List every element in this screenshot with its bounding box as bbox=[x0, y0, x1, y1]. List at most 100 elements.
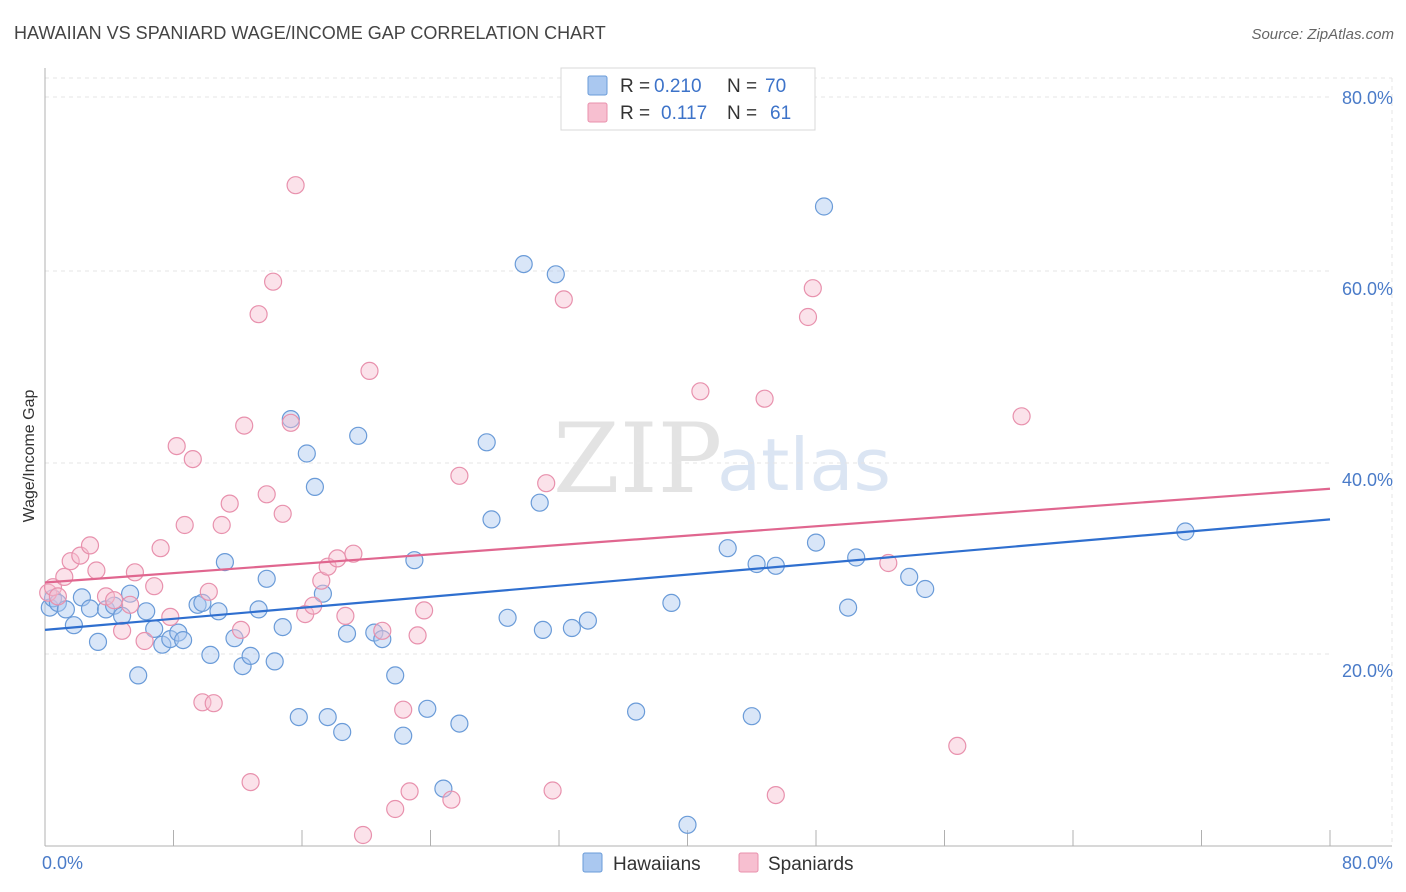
point-hawaiians bbox=[349, 426, 368, 445]
legend-bottom: Hawaiians Spaniards bbox=[582, 852, 854, 875]
legend-n-value-hawaiians: 70 bbox=[765, 76, 786, 97]
axes bbox=[44, 68, 1392, 847]
point-hawaiians bbox=[318, 707, 337, 727]
point-spaniards bbox=[803, 279, 822, 298]
watermark-atlas: atlas bbox=[717, 423, 891, 507]
chart-title: HAWAIIAN VS SPANIARD WAGE/INCOME GAP COR… bbox=[14, 23, 606, 43]
series-hawaiians bbox=[40, 197, 1195, 834]
point-spaniards bbox=[125, 563, 144, 582]
point-spaniards bbox=[373, 621, 392, 640]
y-tick-label-40: 40.0% bbox=[1342, 470, 1393, 490]
point-spaniards bbox=[145, 577, 164, 596]
point-spaniards bbox=[80, 536, 100, 555]
point-spaniards bbox=[336, 606, 355, 626]
point-hawaiians bbox=[626, 702, 646, 721]
point-spaniards bbox=[328, 549, 347, 568]
point-spaniards bbox=[87, 561, 106, 580]
point-spaniards bbox=[241, 772, 260, 792]
series-spaniards bbox=[39, 176, 1031, 845]
y-tick-labels: 80.0% 60.0% 40.0% 20.0% bbox=[1342, 88, 1393, 681]
x-tick-label-max: 80.0% bbox=[1342, 853, 1393, 873]
point-spaniards bbox=[400, 782, 419, 801]
point-hawaiians bbox=[129, 666, 148, 685]
point-hawaiians bbox=[80, 599, 100, 618]
point-spaniards bbox=[167, 437, 186, 456]
legend-bottom-label-hawaiians: Hawaiians bbox=[613, 854, 701, 875]
trend-line-spaniards bbox=[44, 487, 1331, 584]
point-spaniards bbox=[121, 595, 140, 614]
legend-n-label-hawaiians: N = bbox=[727, 76, 757, 97]
point-spaniards bbox=[161, 607, 180, 627]
watermark-zip: ZIP bbox=[553, 403, 722, 515]
point-spaniards bbox=[55, 567, 74, 587]
source-label: Source: ZipAtlas.com bbox=[1251, 26, 1394, 43]
point-spaniards bbox=[212, 515, 231, 535]
point-hawaiians bbox=[273, 617, 292, 637]
legend-bottom-swatch-hawaiians bbox=[582, 852, 603, 873]
point-hawaiians bbox=[806, 533, 826, 552]
point-hawaiians bbox=[201, 645, 220, 665]
point-spaniards bbox=[1012, 407, 1031, 426]
point-spaniards bbox=[231, 620, 251, 640]
point-hawaiians bbox=[562, 618, 582, 638]
point-spaniards bbox=[61, 552, 80, 571]
point-spaniards bbox=[450, 466, 469, 485]
point-spaniards bbox=[257, 485, 276, 504]
point-hawaiians bbox=[514, 255, 533, 274]
trend-line-hawaiians bbox=[44, 518, 1331, 631]
point-hawaiians bbox=[482, 510, 501, 529]
point-hawaiians bbox=[418, 699, 437, 718]
point-hawaiians bbox=[257, 569, 276, 588]
legend-bottom-swatch-spaniards bbox=[738, 852, 759, 873]
point-hawaiians bbox=[530, 493, 549, 512]
trend-lines bbox=[44, 487, 1331, 631]
point-hawaiians bbox=[814, 197, 834, 216]
point-spaniards bbox=[286, 176, 305, 195]
point-spaniards bbox=[442, 790, 461, 809]
point-spaniards bbox=[220, 494, 239, 513]
point-hawaiians bbox=[215, 552, 234, 572]
point-spaniards bbox=[39, 583, 58, 602]
legend-swatch-spaniards bbox=[587, 102, 608, 123]
point-spaniards bbox=[537, 474, 556, 493]
legend-r-value-spaniards: 0.117 bbox=[661, 103, 707, 124]
legend-r-value-hawaiians: 0.210 bbox=[654, 76, 702, 97]
point-hawaiians bbox=[64, 616, 84, 635]
point-hawaiians bbox=[337, 624, 357, 643]
legend-top: R = 0.210 N = 70 R = 0.117 N = 61 bbox=[560, 67, 816, 131]
point-hawaiians bbox=[394, 726, 413, 745]
point-spaniards bbox=[249, 305, 268, 324]
point-hawaiians bbox=[56, 600, 76, 619]
y-tick-label-20: 20.0% bbox=[1342, 661, 1393, 681]
point-hawaiians bbox=[209, 602, 228, 621]
point-spaniards bbox=[135, 631, 154, 651]
point-spaniards bbox=[360, 361, 379, 380]
point-spaniards bbox=[199, 582, 218, 601]
point-spaniards bbox=[408, 626, 427, 645]
point-spaniards bbox=[394, 700, 413, 719]
point-hawaiians bbox=[718, 539, 737, 558]
y-tick-label-80: 80.0% bbox=[1342, 88, 1393, 108]
point-hawaiians bbox=[88, 632, 108, 652]
point-spaniards bbox=[386, 799, 405, 819]
point-hawaiians bbox=[498, 608, 517, 627]
point-spaniards bbox=[415, 601, 434, 620]
point-spaniards bbox=[543, 781, 562, 800]
point-spaniards bbox=[235, 416, 254, 435]
point-hawaiians bbox=[241, 646, 260, 666]
point-hawaiians bbox=[333, 722, 352, 742]
point-spaniards bbox=[264, 272, 283, 291]
point-hawaiians bbox=[838, 598, 858, 617]
point-hawaiians bbox=[289, 707, 308, 727]
point-hawaiians bbox=[900, 567, 919, 587]
point-spaniards bbox=[273, 504, 292, 523]
point-hawaiians bbox=[578, 611, 598, 630]
point-hawaiians bbox=[450, 714, 469, 733]
point-hawaiians bbox=[678, 815, 697, 834]
point-hawaiians bbox=[174, 630, 193, 650]
point-spaniards bbox=[691, 382, 710, 401]
point-hawaiians bbox=[305, 477, 324, 496]
point-spaniards bbox=[353, 825, 373, 845]
point-spaniards bbox=[48, 587, 68, 606]
point-spaniards bbox=[798, 307, 818, 327]
